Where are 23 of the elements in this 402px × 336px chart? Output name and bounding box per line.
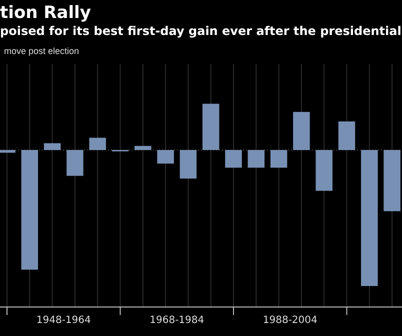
chart-title: tion Rally [0, 3, 91, 23]
bar [270, 150, 288, 168]
bar [157, 150, 174, 164]
bar [0, 150, 16, 153]
bar [384, 150, 400, 212]
bar [134, 146, 152, 150]
bar [180, 150, 197, 179]
chart-subtitle: poised for its best first-day gain ever after the presidential [0, 24, 402, 38]
bar [66, 150, 84, 176]
bar [361, 150, 378, 286]
bar [225, 150, 242, 168]
bar [316, 150, 332, 191]
bar [89, 138, 106, 150]
bar [21, 150, 38, 270]
bar [293, 112, 310, 150]
text: move post election [4, 46, 80, 56]
bar [248, 150, 265, 168]
x-tick-label: 1988-2004 [262, 315, 318, 326]
bar [44, 143, 61, 150]
bar [202, 104, 220, 150]
bar [338, 121, 356, 150]
x-tick-label: 1948-1964 [36, 315, 91, 326]
x-tick-label: 1968-1984 [150, 315, 204, 326]
